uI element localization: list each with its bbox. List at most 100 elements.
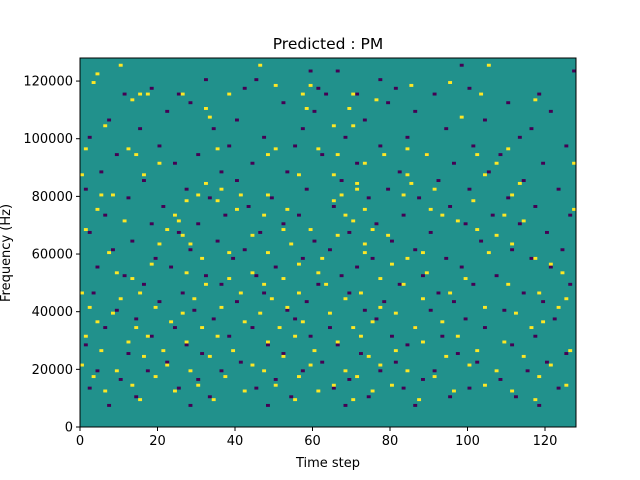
heatmap-cell-high (405, 147, 410, 151)
heatmap-cell-high (114, 271, 119, 275)
heatmap-cell-low (374, 317, 379, 321)
heatmap-cell-high (95, 207, 100, 211)
heatmap-cell-high (483, 305, 487, 309)
heatmap-cell-high (266, 340, 270, 344)
heatmap-cell-high (366, 354, 371, 358)
heatmap-cell-high (362, 207, 367, 211)
heatmap-cell-high (297, 262, 301, 266)
heatmap-cell-high (479, 92, 484, 96)
heatmap-cell-high (494, 233, 499, 237)
heatmap-cell-low (525, 369, 530, 373)
heatmap-cell-high (362, 242, 367, 246)
heatmap-cell-low (320, 360, 325, 364)
heatmap-cell-low (537, 92, 542, 96)
heatmap-cell-high (452, 389, 456, 393)
heatmap-cell-high (107, 251, 112, 255)
heatmap-cell-low (188, 403, 193, 407)
heatmap-cell-high (204, 282, 208, 286)
heatmap-cell-low (386, 101, 391, 105)
heatmap-cell-high (328, 311, 332, 315)
heatmap-cell-high (424, 271, 429, 275)
heatmap-cell-low (459, 63, 464, 67)
heatmap-cell-high (351, 92, 356, 96)
heatmap-cell-low (157, 144, 162, 148)
heatmap-cell-low (568, 282, 573, 286)
heatmap-cell-high (378, 305, 383, 309)
heatmap-cell-high (204, 107, 208, 110)
heatmap-cell-high (351, 219, 356, 223)
heatmap-cell-low (254, 274, 259, 278)
heatmap-cell-low (176, 230, 181, 234)
heatmap-cell-high (91, 375, 96, 379)
heatmap-cell-high (192, 297, 197, 301)
heatmap-cell-low (250, 161, 255, 165)
heatmap-cell-low (401, 213, 406, 217)
heatmap-cell-low (335, 343, 340, 347)
heatmap-cell-low (490, 213, 495, 217)
heatmap-cell-low (556, 386, 561, 390)
heatmap-cell-high (130, 277, 135, 281)
heatmap-cell-high (138, 291, 143, 295)
heatmap-cell-high (401, 193, 406, 197)
heatmap-cell-high (91, 81, 96, 84)
heatmap-cell-low (219, 170, 224, 174)
heatmap-cell-high (541, 320, 546, 324)
heatmap-cell-low (355, 92, 360, 96)
heatmap-cell-low (87, 230, 92, 234)
heatmap-cell-low (471, 144, 476, 148)
heatmap-cell-low (386, 187, 391, 191)
heatmap-cell-high (134, 153, 139, 157)
heatmap-cell-high (173, 389, 177, 393)
heatmap-cell-high (145, 334, 150, 338)
heatmap-cell-high (316, 271, 321, 275)
heatmap-cell-high (273, 147, 278, 151)
heatmap-cell-low (173, 326, 177, 330)
heatmap-cell-high (157, 242, 162, 246)
heatmap-cell-high (103, 389, 108, 393)
x-axis-label: Time step (295, 456, 360, 471)
heatmap-cell-low (362, 118, 367, 122)
heatmap-cell-low (114, 153, 119, 157)
heatmap-cell-low (196, 153, 201, 157)
heatmap-cell-low (331, 386, 336, 390)
heatmap-cell-low (331, 205, 336, 208)
heatmap-cell-low (494, 274, 499, 278)
heatmap-cell-low (455, 352, 460, 355)
heatmap-cell-low (366, 196, 371, 200)
heatmap-cell-high (506, 147, 511, 151)
heatmap-cell-high (483, 173, 487, 177)
heatmap-cell-high (103, 124, 108, 128)
heatmap-cell-low (471, 282, 476, 286)
heatmap-cell-high (335, 340, 340, 344)
heatmap-cell-high (390, 262, 394, 266)
heatmap-cell-high (242, 389, 247, 393)
heatmap-cell-high (161, 349, 166, 353)
heatmap-cell-high (393, 311, 398, 315)
heatmap-cell-high (269, 297, 274, 301)
heatmap-cell-low (153, 256, 158, 260)
heatmap-cell-low (486, 170, 491, 174)
heatmap-cell-high (266, 251, 270, 255)
y-tick-label: 80000 (32, 190, 73, 205)
heatmap-cell-high (258, 311, 263, 315)
heatmap-cell-low (130, 239, 135, 243)
heatmap-cell-low (510, 248, 515, 252)
heatmap-cell-low (521, 179, 526, 183)
heatmap-cell-low (362, 308, 367, 312)
heatmap-cell-low (506, 196, 511, 200)
heatmap-cell-high (568, 349, 573, 353)
heatmap-cell-high (285, 305, 290, 309)
heatmap-cell-high (424, 153, 429, 157)
heatmap-cell-low (223, 213, 228, 217)
heatmap-cell-high (405, 369, 410, 373)
heatmap-cell-low (517, 222, 522, 226)
heatmap-cell-high (99, 193, 104, 197)
heatmap-cell-high (432, 187, 437, 191)
heatmap-cell-low (107, 118, 112, 122)
heatmap-cell-low (142, 282, 146, 286)
heatmap-cell-high (83, 228, 88, 232)
heatmap-cell-low (293, 317, 298, 321)
heatmap-cell-high (308, 83, 313, 87)
heatmap-cell-high (300, 92, 305, 96)
